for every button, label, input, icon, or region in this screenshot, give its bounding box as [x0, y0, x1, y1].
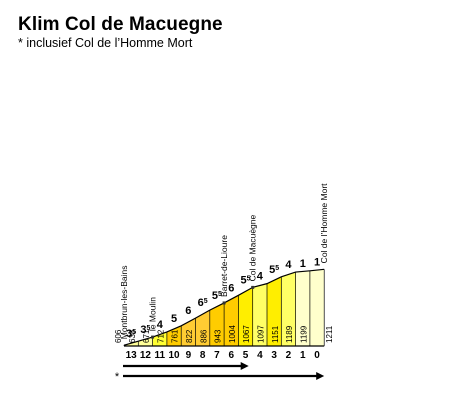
- place-marker: [151, 335, 155, 339]
- profile-segment: [224, 295, 239, 346]
- grade-label: 6: [185, 305, 191, 317]
- elevation-label: 671: [142, 329, 151, 343]
- route-arrow-head: [316, 372, 325, 380]
- chart-title: Klim Col de Macuegne: [18, 14, 223, 35]
- grade-label: 5: [171, 313, 177, 325]
- profile-segment: [195, 310, 210, 346]
- profile-segment: [181, 318, 196, 346]
- grade-label: 55: [212, 290, 222, 302]
- grade-label: 4: [157, 319, 164, 331]
- elevation-label: 1004: [228, 325, 237, 343]
- place-label: le Moulin: [148, 297, 158, 331]
- place-label: Col de l’Homme Mort: [319, 183, 329, 263]
- grade-label: 65: [198, 297, 208, 309]
- profile-segment: [267, 276, 282, 346]
- grade-label: 4: [285, 259, 292, 271]
- profile-segment: [238, 287, 253, 346]
- elevation-label: 1199: [299, 325, 308, 343]
- elevation-label: 761: [171, 329, 180, 343]
- place-label: Barret-de-Lioure: [219, 235, 229, 297]
- grade-label: 4: [257, 271, 264, 283]
- profile-segment: [281, 272, 296, 346]
- grade-label: 55: [269, 264, 279, 276]
- km-tick-label: 4: [257, 350, 263, 361]
- profile-segment: [152, 331, 167, 346]
- km-tick-label: 2: [286, 350, 292, 361]
- place-marker: [222, 301, 226, 305]
- route-arrow-head: [240, 362, 249, 370]
- km-tick-label: 10: [168, 350, 180, 361]
- grade-label: 6: [228, 282, 234, 294]
- place-marker: [251, 285, 255, 289]
- elevation-label: 886: [199, 329, 208, 343]
- elevation-label: 1211: [325, 325, 334, 343]
- km-tick-label: 13: [126, 350, 138, 361]
- route-arrow-label: *: [115, 371, 120, 383]
- elevation-label: 606: [114, 329, 123, 343]
- km-tick-label: 0: [314, 350, 320, 361]
- km-tick-label: 11: [154, 350, 165, 361]
- elevation-label: 1189: [285, 325, 294, 343]
- grade-label: 1: [300, 258, 306, 270]
- km-tick-label: 9: [186, 350, 192, 361]
- grade-label: 35: [126, 328, 136, 340]
- profile-segment: [209, 302, 225, 346]
- grade-label: 1: [314, 256, 320, 268]
- km-tick-label: 12: [140, 350, 152, 361]
- profile-segment: [295, 270, 310, 346]
- place-label: Col de Macuègne: [248, 214, 258, 281]
- grade-label: 55: [241, 274, 251, 286]
- grade-label: 35: [140, 324, 150, 336]
- km-tick-label: 3: [271, 350, 277, 361]
- chart-subtitle: * inclusief Col de l’Homme Mort: [18, 36, 193, 50]
- place-label: Montbrun-les-Bains: [119, 266, 129, 340]
- elevation-label: 1151: [271, 325, 280, 343]
- profile-segment: [252, 283, 267, 346]
- profile-segment: [309, 269, 325, 346]
- km-tick-label: 1: [300, 350, 306, 361]
- km-tick-label: 5: [243, 350, 249, 361]
- elevation-label: 638: [128, 329, 137, 343]
- km-tick-label: 6: [228, 350, 234, 361]
- elevation-label: 822: [185, 329, 194, 343]
- km-tick-label: 8: [200, 350, 206, 361]
- elevation-label: 712: [156, 329, 165, 343]
- elevation-label: 1097: [257, 325, 266, 343]
- elevation-label: 1067: [242, 325, 251, 343]
- elevation-label: 943: [214, 329, 223, 343]
- profile-segment: [138, 337, 153, 346]
- km-tick-label: 7: [214, 350, 220, 361]
